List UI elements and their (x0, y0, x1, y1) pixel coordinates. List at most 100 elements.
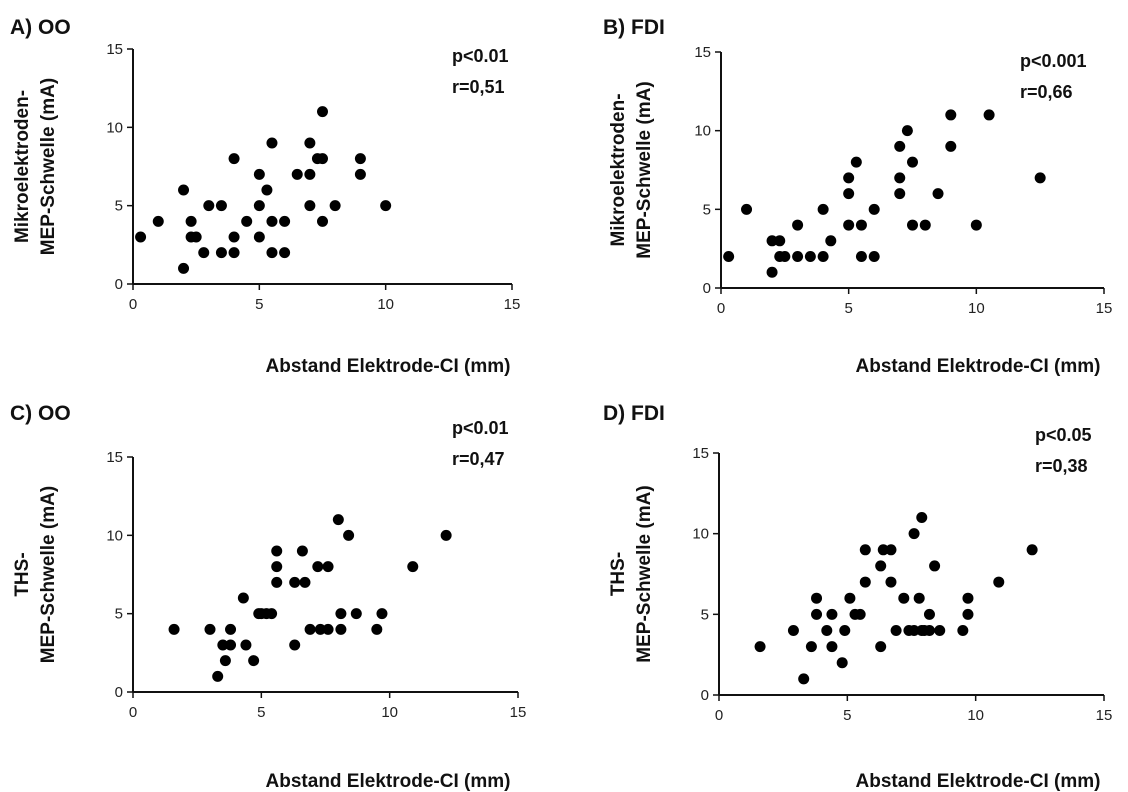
scatter-point (962, 608, 974, 620)
scatter-point (1034, 172, 1046, 184)
scatter-point (296, 545, 308, 557)
scatter-point (877, 544, 889, 556)
scatter-point (766, 266, 778, 278)
scatter-point (919, 219, 931, 231)
y-tick-label: 10 (106, 527, 123, 544)
y-tick-label: 15 (692, 445, 709, 462)
scatter-point (843, 172, 855, 184)
scatter-point (844, 592, 856, 604)
y-axis-label: MEP-Schwelle (mA) (38, 78, 59, 255)
scatter-point (885, 576, 897, 588)
scatter-point (993, 576, 1005, 588)
scatter-point (804, 251, 816, 263)
x-tick-label: 5 (843, 707, 851, 724)
stat-annotation: p<0.01 (452, 418, 509, 438)
x-axis-label: Abstand Elektrode-CI (mm) (266, 771, 511, 792)
scatter-point (907, 156, 918, 168)
scatter-point (792, 219, 804, 231)
scatter-point (898, 592, 910, 604)
scatter-point (821, 624, 833, 636)
y-axis-label: MEP-Schwelle (mA) (38, 486, 59, 663)
scatter-point (868, 203, 880, 215)
stat-annotation: p<0.01 (452, 46, 509, 66)
y-tick-label: 0 (115, 276, 123, 293)
scatter-point (185, 215, 197, 227)
scatter-point (376, 608, 388, 620)
scatter-point (894, 188, 906, 200)
scatter-point (317, 215, 328, 227)
scatter-point (228, 247, 240, 259)
scatter-point (266, 247, 278, 259)
scatter-panel-1: A) OO 0 5 10 15 0 5 10 15 Mikroelektroden- MEP-Sch… (10, 16, 520, 377)
scatter-point (380, 200, 392, 212)
panel-title: C) OO (10, 402, 71, 425)
scatter-point (215, 247, 227, 259)
y-tick-label: 10 (692, 526, 709, 543)
scatter-point (901, 125, 913, 137)
scatter-point (289, 639, 301, 651)
scatter-point (741, 203, 753, 215)
scatter-point (217, 639, 229, 651)
scatter-point (332, 514, 344, 526)
scatter-point (913, 592, 925, 604)
scatter-point (774, 235, 786, 247)
x-tick-label: 0 (717, 300, 725, 317)
scatter-point (225, 623, 237, 635)
x-tick-label: 10 (377, 296, 394, 313)
x-tick-label: 5 (844, 300, 852, 317)
scatter-point (289, 576, 301, 588)
scatter-point (923, 608, 935, 620)
scatter-point (850, 156, 862, 168)
y-tick-label: 10 (694, 123, 711, 140)
x-tick-label: 10 (381, 704, 398, 721)
stat-annotation: r=0,51 (452, 77, 505, 97)
scatter-point (962, 592, 974, 604)
scatter-point (875, 641, 887, 653)
scatter-point (855, 251, 867, 263)
scatter-point (253, 200, 265, 212)
x-axis-label: Abstand Elektrode-CI (mm) (856, 356, 1101, 377)
y-tick-label: 10 (106, 119, 123, 136)
scatter-point (817, 251, 829, 263)
y-axis-label: MEP-Schwelle (mA) (634, 81, 655, 258)
scatter-point (225, 639, 237, 651)
panel-title: B) FDI (603, 16, 665, 39)
y-tick-label: 15 (694, 44, 711, 61)
scatter-point (266, 137, 278, 149)
scatter-point (843, 219, 855, 231)
y-axis-label: MEP-Schwelle (mA) (634, 485, 655, 662)
scatter-point (859, 576, 871, 588)
scatter-point (723, 251, 735, 263)
scatter-point (178, 184, 190, 196)
y-tick-label: 5 (115, 606, 123, 623)
scatter-point (279, 247, 291, 259)
scatter-point (304, 168, 316, 180)
scatter-point (240, 639, 252, 651)
scatter-point (335, 608, 347, 620)
scatter-point (335, 623, 347, 635)
scatter-point (843, 188, 855, 200)
scatter-point (811, 592, 823, 604)
scatter-point (304, 200, 316, 212)
scatter-point (890, 624, 902, 636)
scatter-point (215, 200, 227, 212)
stat-annotation: p<0.001 (1020, 51, 1087, 71)
scatter-point (932, 188, 944, 200)
x-tick-label: 0 (715, 707, 723, 724)
x-tick-label: 5 (257, 704, 265, 721)
y-axis-label: THS- (12, 552, 33, 596)
scatter-point (237, 592, 249, 604)
scatter-point (343, 529, 355, 541)
scatter-point (440, 529, 452, 541)
scatter-point (304, 623, 316, 635)
y-tick-label: 0 (115, 684, 123, 701)
scatter-panel-3: C) OO 0 5 10 15 0 5 10 15 THS- MEP-Schwelle (mA) Ab… (10, 402, 526, 792)
scatter-point (219, 655, 231, 667)
scatter-point (407, 561, 419, 573)
x-tick-label: 15 (1096, 707, 1113, 724)
x-axis-label: Abstand Elektrode-CI (mm) (856, 771, 1101, 792)
scatter-point (135, 231, 147, 243)
scatter-point (805, 641, 817, 653)
scatter-point (826, 608, 838, 620)
y-tick-label: 15 (106, 449, 123, 466)
